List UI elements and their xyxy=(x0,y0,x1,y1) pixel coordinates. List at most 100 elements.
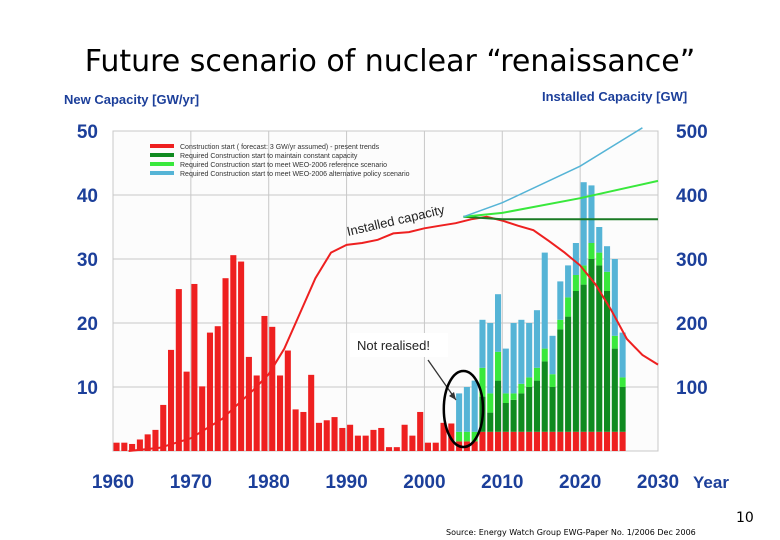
bar-forecast-cyan xyxy=(471,380,478,432)
bar-forecast-light-green xyxy=(495,351,502,381)
left-axis-title: New Capacity [GW/yr] xyxy=(64,92,200,107)
bar-forecast-light-green xyxy=(479,367,486,397)
not-realised-arrowhead xyxy=(449,392,456,400)
x-tick-label: 2010 xyxy=(481,472,523,493)
bar-historical xyxy=(339,427,346,451)
x-tick-label: 1980 xyxy=(248,472,290,493)
bar-forecast-light-green xyxy=(510,393,517,400)
bar-historical xyxy=(409,435,416,451)
bar-historical xyxy=(292,409,299,451)
bar-historical xyxy=(222,278,229,451)
bar-forecast-dark-green xyxy=(596,265,603,432)
bar-historical xyxy=(175,289,182,451)
bar-forecast-light-green xyxy=(619,377,626,387)
bar-forecast-cyan xyxy=(502,348,509,394)
bar-forecast-red xyxy=(487,431,494,451)
bar-forecast-red xyxy=(526,431,533,451)
y-tick-label: 40 xyxy=(77,186,98,207)
bar-forecast-dark-green xyxy=(541,361,548,432)
bar-forecast-light-green xyxy=(456,431,463,442)
not-realised-ellipse xyxy=(442,369,485,449)
bar-forecast-red xyxy=(580,431,587,451)
weo-alternative-policy-line xyxy=(463,127,643,218)
bar-forecast-light-green xyxy=(604,271,611,291)
bar-historical xyxy=(308,374,315,451)
bar-forecast-red xyxy=(549,431,556,451)
bar-historical xyxy=(277,375,284,451)
legend-swatch-dark-green xyxy=(150,153,174,157)
bar-forecast-cyan xyxy=(580,182,587,266)
legend-entry-cyan: Required Construction start to meet WEO-… xyxy=(180,171,410,178)
bar-forecast-dark-green xyxy=(526,387,533,432)
bar-forecast-dark-green xyxy=(518,393,525,432)
bar-forecast-red xyxy=(533,431,541,451)
not-realised-arrow-line xyxy=(427,359,457,401)
right-axis-title: Installed Capacity [GW] xyxy=(542,89,688,104)
bar-historical xyxy=(144,434,151,451)
bar-historical xyxy=(113,442,120,451)
bar-forecast-cyan xyxy=(456,393,463,432)
bar-forecast-red xyxy=(611,431,618,451)
y-tick-label: 30 xyxy=(77,250,98,271)
bar-historical xyxy=(261,315,268,451)
bar-historical xyxy=(214,326,221,451)
constant-capacity-line xyxy=(463,215,658,221)
bar-forecast-red xyxy=(588,431,595,451)
legend: Construction start ( forecast: 3 GW/yr a… xyxy=(150,144,410,178)
bar-forecast-dark-green xyxy=(611,348,618,432)
legend-swatch-cyan xyxy=(150,171,174,175)
y2-tick-label: 200 xyxy=(676,314,708,335)
bar-forecast-light-green xyxy=(565,297,572,317)
bar-historical xyxy=(245,356,252,451)
y-tick-label: 50 xyxy=(77,122,98,143)
bar-forecast-cyan xyxy=(572,243,579,275)
bar-forecast-light-green xyxy=(611,335,618,349)
bar-forecast-cyan xyxy=(526,323,533,378)
bar-historical xyxy=(370,429,377,451)
bar-forecast-cyan xyxy=(565,265,572,298)
bar-forecast-red xyxy=(619,431,626,451)
bar-forecast-cyan xyxy=(518,319,525,384)
bar-forecast-light-green xyxy=(596,252,603,266)
bar-forecast-light-green xyxy=(526,377,533,387)
bar-historical xyxy=(362,435,369,451)
x-tick-label: 1970 xyxy=(170,472,212,493)
bar-historical xyxy=(323,420,330,451)
legend-entry-light-green: Required Construction start to meet WEO-… xyxy=(180,162,387,169)
legend-swatch-red xyxy=(150,144,174,148)
bar-historical xyxy=(199,386,206,451)
page-number: 10 xyxy=(736,510,754,526)
bar-forecast-cyan xyxy=(510,323,517,394)
bar-forecast-cyan xyxy=(604,246,611,272)
bar-historical xyxy=(168,349,175,451)
bar-forecast-cyan xyxy=(533,310,541,368)
bar-historical xyxy=(424,442,432,451)
bar-forecast-cyan xyxy=(596,227,603,253)
bar-forecast-red xyxy=(565,431,572,451)
bar-forecast-cyan xyxy=(619,332,626,378)
bar-forecast-red xyxy=(471,441,478,451)
bar-historical xyxy=(354,435,361,451)
bar-forecast-dark-green xyxy=(510,399,517,432)
bar-forecast-dark-green xyxy=(533,380,541,432)
bar-forecast-light-green xyxy=(471,431,478,442)
bar-forecast-light-green xyxy=(533,367,541,381)
bar-forecast-light-green xyxy=(463,431,470,442)
bar-forecast-red xyxy=(479,431,486,451)
bar-forecast-dark-green xyxy=(604,291,611,432)
bar-historical xyxy=(121,442,128,451)
bar-forecast-cyan xyxy=(549,335,556,375)
bar-historical xyxy=(315,422,323,451)
bar-historical xyxy=(432,442,439,451)
bar-forecast-red xyxy=(572,431,579,451)
bar-forecast-red xyxy=(495,431,502,451)
bar-historical xyxy=(238,261,245,451)
bar-historical xyxy=(347,424,354,451)
x-tick-label: 2000 xyxy=(403,472,445,493)
bar-historical xyxy=(300,411,307,451)
source-note: Source: Energy Watch Group EWG-Paper No.… xyxy=(446,528,696,537)
bar-historical xyxy=(136,439,143,451)
legend-swatch-light-green xyxy=(150,162,174,166)
